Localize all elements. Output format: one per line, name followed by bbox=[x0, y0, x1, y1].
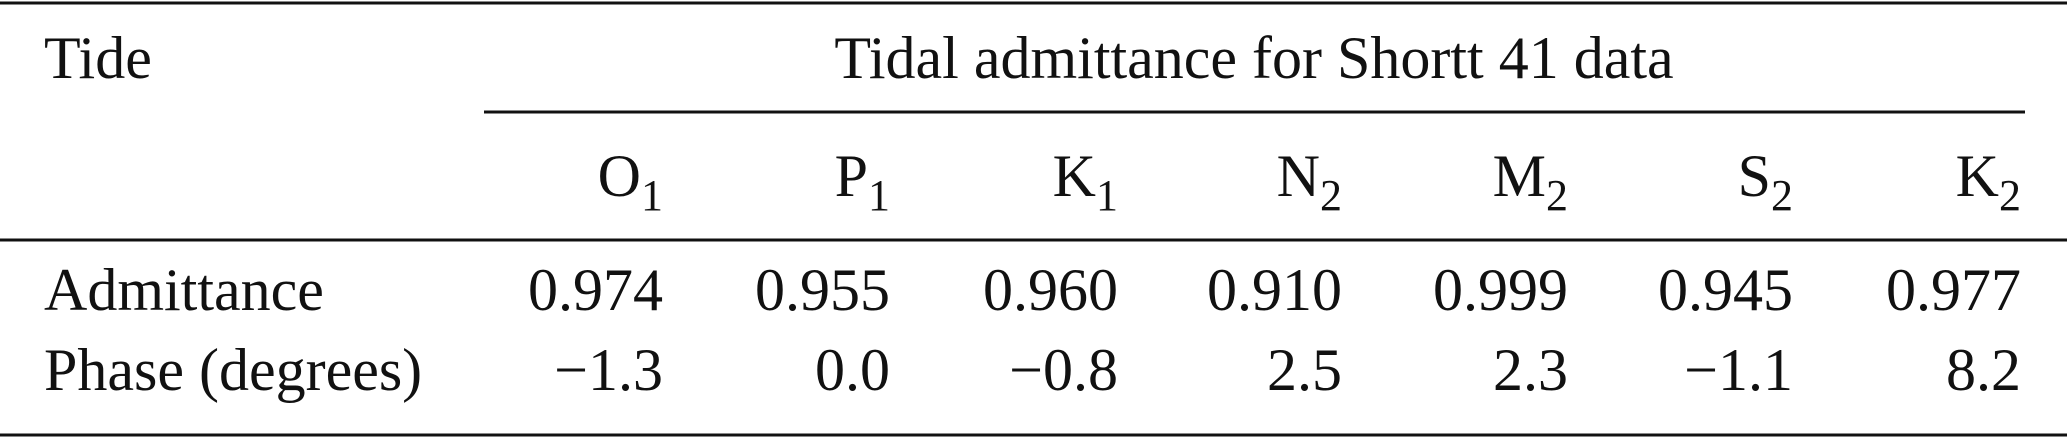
column-subscript: 1 bbox=[641, 171, 663, 220]
column-header: N2 bbox=[1277, 143, 1342, 220]
column-header: M2 bbox=[1493, 143, 1568, 220]
cell: 0.999 bbox=[1433, 257, 1568, 323]
cell: 0.955 bbox=[755, 257, 890, 323]
column-header: S2 bbox=[1738, 143, 1793, 220]
column-name: O bbox=[598, 143, 641, 209]
column-subscript: 2 bbox=[1320, 171, 1342, 220]
column-name: P bbox=[835, 143, 868, 209]
row-label: Admittance bbox=[44, 257, 324, 323]
cell: −0.8 bbox=[1009, 337, 1118, 403]
column-header: K1 bbox=[1053, 143, 1118, 220]
column-name: K bbox=[1053, 143, 1096, 209]
column-name: K bbox=[1956, 143, 1999, 209]
spanner-header: Tidal admittance for Shortt 41 data bbox=[834, 25, 1673, 91]
column-name: M bbox=[1493, 143, 1546, 209]
cell: 0.974 bbox=[528, 257, 663, 323]
column-subscript: 2 bbox=[1546, 171, 1568, 220]
column-name: N bbox=[1277, 143, 1320, 209]
column-subscript: 1 bbox=[868, 171, 890, 220]
column-subscript: 1 bbox=[1096, 171, 1118, 220]
cell: 2.5 bbox=[1267, 337, 1342, 403]
row-label: Phase (degrees) bbox=[44, 337, 422, 403]
cell: 0.0 bbox=[815, 337, 890, 403]
cell: 0.910 bbox=[1207, 257, 1342, 323]
cell: 0.960 bbox=[983, 257, 1118, 323]
column-subscript: 2 bbox=[1771, 171, 1793, 220]
cell: 2.3 bbox=[1493, 337, 1568, 403]
cell: 0.945 bbox=[1658, 257, 1793, 323]
column-subscript: 2 bbox=[1999, 171, 2021, 220]
column-name: S bbox=[1738, 143, 1771, 209]
column-header: O1 bbox=[598, 143, 663, 220]
column-header: P1 bbox=[835, 143, 890, 220]
stub-header: Tide bbox=[44, 25, 152, 91]
column-header: K2 bbox=[1956, 143, 2021, 220]
cell: 0.977 bbox=[1886, 257, 2021, 323]
cell: −1.3 bbox=[554, 337, 663, 403]
cell: −1.1 bbox=[1684, 337, 1793, 403]
cell: 8.2 bbox=[1946, 337, 2021, 403]
